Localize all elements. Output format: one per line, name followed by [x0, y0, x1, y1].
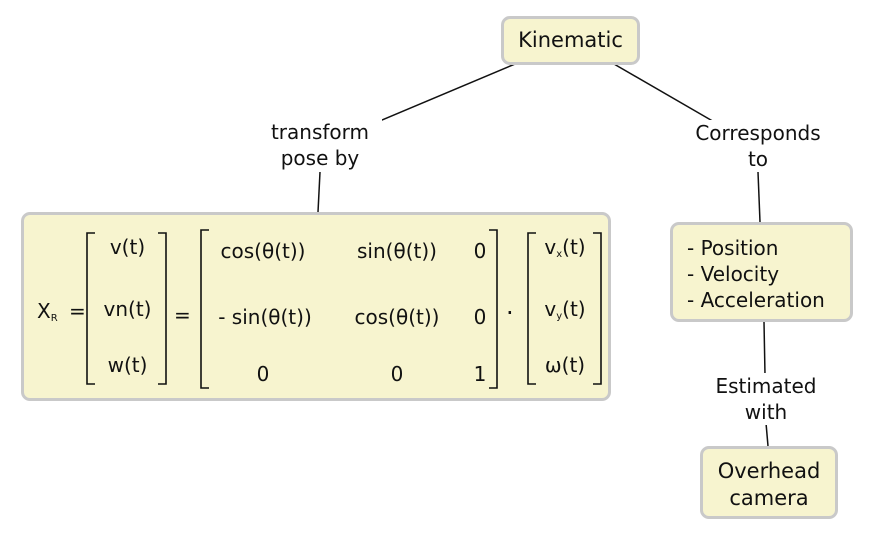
- edge-kinematic-corresponds: [613, 63, 717, 124]
- lhs-x: X: [37, 299, 51, 323]
- equals-sign-1: =: [69, 299, 86, 323]
- world-vy-base: v: [544, 297, 557, 321]
- edge-estimated-overhead: [765, 422, 769, 447]
- right-bracket-matrix: [489, 229, 498, 389]
- world-vx-rest: (t): [562, 235, 586, 259]
- transform-label-line1: transform: [270, 120, 370, 144]
- transform-edge-label: transform pose by: [258, 119, 382, 171]
- matrix-r2c0: 0: [256, 362, 270, 386]
- matrix-r2c1: 0: [390, 362, 404, 386]
- right-bracket-velocity: [158, 232, 167, 385]
- lhs-subscript: R: [50, 313, 58, 324]
- attribute-acceleration: - Acceleration: [687, 288, 825, 312]
- edge-attributes-estimated: [763, 321, 766, 376]
- velocity-w: w(t): [107, 353, 148, 377]
- equation-node[interactable]: XR = v(t) vn(t) w(t) = cos(θ(t)) sin(θ(t…: [21, 212, 611, 401]
- matrix-r0c1: sin(θ(t)): [357, 239, 437, 263]
- world-vy-sub: y: [556, 311, 563, 322]
- world-vx-base: v: [544, 235, 557, 259]
- attribute-velocity: - Velocity: [687, 262, 780, 286]
- world-omega-base: ω: [544, 353, 562, 377]
- left-bracket-velocity: [86, 232, 95, 385]
- overhead-camera-node[interactable]: Overhead camera: [700, 446, 838, 519]
- lhs-symbol: XR: [37, 299, 58, 324]
- corresponds-label-line1: Corresponds: [695, 121, 821, 145]
- estimated-edge-label: Estimated with: [700, 373, 832, 425]
- matrix-r0c2: 0: [473, 239, 487, 263]
- edge-transform-equation: [317, 171, 321, 213]
- world-vy-rest: (t): [562, 297, 586, 321]
- edge-kinematic-transform: [374, 63, 516, 124]
- attribute-position: - Position: [687, 236, 779, 260]
- edge-corresponds-attributes: [757, 171, 761, 223]
- estimated-label-line1: Estimated: [715, 374, 817, 398]
- left-bracket-matrix: [200, 229, 209, 389]
- attributes-node[interactable]: - Position - Velocity - Acceleration: [670, 222, 853, 322]
- overhead-label-line1: Overhead: [717, 459, 821, 483]
- matrix-r2c2: 1: [473, 362, 487, 386]
- corresponds-edge-label: Corresponds to: [680, 120, 836, 172]
- world-vy: vy(t): [536, 297, 594, 322]
- world-vx: vx(t): [536, 235, 594, 260]
- left-bracket-world: [527, 232, 536, 385]
- world-omega: ω(t): [536, 353, 594, 377]
- world-vx-sub: x: [556, 249, 563, 260]
- right-bracket-world: [593, 232, 602, 385]
- velocity-vn: vn(t): [103, 297, 152, 321]
- equals-sign-2: =: [174, 303, 191, 327]
- transform-label-line2: pose by: [280, 146, 360, 170]
- velocity-v: v(t): [109, 235, 146, 259]
- dot-operator: ·: [506, 299, 514, 327]
- matrix-r1c0: - sin(θ(t)): [218, 305, 312, 329]
- overhead-label-line2: camera: [729, 486, 809, 510]
- estimated-label-line2: with: [744, 400, 788, 424]
- kinematic-node[interactable]: Kinematic: [501, 16, 640, 65]
- corresponds-label-line2: to: [747, 147, 769, 171]
- matrix-r0c0: cos(θ(t)): [220, 239, 306, 263]
- world-omega-rest: (t): [561, 353, 586, 377]
- matrix-r1c2: 0: [473, 305, 487, 329]
- kinematic-label: Kinematic: [518, 28, 623, 52]
- matrix-r1c1: cos(θ(t)): [354, 305, 440, 329]
